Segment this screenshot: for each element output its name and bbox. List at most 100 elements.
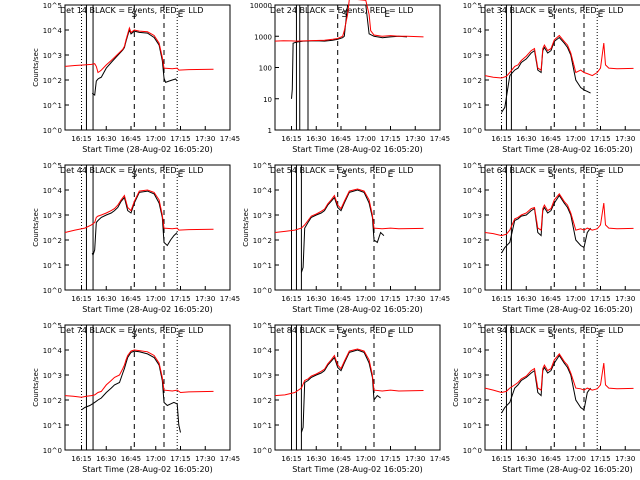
x-tick-label: 16:15 [71,135,91,143]
x-axis-label: Start Time (28-Aug-02 16:05:20) [502,305,633,314]
x-tick-label: 17:30 [615,135,635,143]
series-line-lld [274,188,424,233]
y-tick-label: 10^0 [253,447,272,455]
x-tick-label: 16:45 [331,295,351,303]
x-tick-label: 16:15 [281,295,301,303]
series-line-events [291,4,408,99]
series-line-lld [64,189,214,233]
marker-label: S [341,330,347,340]
y-tick-label: 10^0 [463,287,482,295]
y-tick-label: 10^0 [463,447,482,455]
chart-panel: Det 34 BLACK = Events, RED = LLD Start Ti… [463,2,640,154]
x-axis-label: Start Time (28-Aug-02 16:05:20) [502,145,633,154]
y-tick-label: 10^3 [463,52,482,60]
x-tick-label: 16:30 [96,295,116,303]
x-tick-label: 16:15 [281,135,301,143]
series-line-lld [484,34,634,79]
x-tick-label: 17:30 [405,295,425,303]
y-tick-label: 10^2 [253,397,272,405]
marker-label: E [598,10,604,20]
x-tick-label: 17:30 [615,295,635,303]
y-tick-label: 10^5 [463,2,482,10]
x-tick-label: 16:45 [541,135,561,143]
x-tick-label: 16:30 [516,455,536,463]
x-tick-label: 17:45 [220,295,240,303]
y-tick-label: 10^1 [43,102,62,110]
x-tick-label: 16:45 [121,455,141,463]
marker-label: S [548,10,554,20]
y-tick-label: 10^3 [253,372,272,380]
y-tick-label: 10^1 [463,422,482,430]
chart-title: Det 94 BLACK = Events, RED = LLD [480,326,623,335]
y-tick-label: 10 [263,96,272,104]
series-line-lld [274,0,424,42]
y-tick-label: 10^5 [463,162,482,170]
y-axis-label: Counts/sec [32,48,40,87]
y-tick-label: 100 [259,65,272,73]
marker-label: S [341,10,347,20]
x-tick-label: 17:30 [405,135,425,143]
chart-title: Det 84 BLACK = Events, RED = LLD [270,326,413,335]
x-tick-label: 16:15 [491,455,511,463]
series-line-lld [64,26,214,74]
chart-panel: Det 64 BLACK = Events, RED = LLD Start Ti… [463,162,640,314]
x-axis-label: Start Time (28-Aug-02 16:05:20) [502,465,633,474]
marker-label: E [384,10,390,20]
x-tick-label: 17:30 [615,455,635,463]
x-tick-label: 16:15 [491,295,511,303]
y-tick-label: 10^5 [43,322,62,330]
y-tick-label: 1 [268,127,272,135]
plot-frame [274,324,441,451]
x-tick-label: 17:15 [170,295,190,303]
marker-label: S [131,10,137,20]
y-tick-label: 10^2 [463,77,482,85]
marker-label: S [548,170,554,180]
plot-frame [484,324,640,451]
chart-title: Det 34 BLACK = Events, RED = LLD [480,6,623,15]
x-tick-label: 17:45 [430,135,450,143]
marker-label: S [131,170,137,180]
y-tick-label: 10^1 [253,262,272,270]
x-axis-label: Start Time (28-Aug-02 16:05:20) [82,305,213,314]
x-tick-label: 17:00 [146,135,166,143]
y-tick-label: 10^0 [43,127,62,135]
y-tick-label: 10^0 [43,287,62,295]
x-tick-label: 17:00 [356,455,376,463]
chart-panel: Det 74 BLACK = Events, RED = LLD Counts/s… [32,322,240,474]
y-tick-label: 10^5 [43,2,62,10]
chart-title: Det 74 BLACK = Events, RED = LLD [60,326,203,335]
y-tick-label: 10000 [250,2,272,10]
x-axis-label: Start Time (28-Aug-02 16:05:20) [82,465,213,474]
x-tick-label: 17:00 [356,295,376,303]
y-tick-label: 10^1 [253,422,272,430]
x-tick-label: 17:00 [566,455,586,463]
series-line-events [300,349,381,433]
y-tick-label: 10^2 [463,397,482,405]
x-tick-label: 17:30 [195,295,215,303]
x-tick-label: 17:45 [430,455,450,463]
x-tick-label: 16:30 [96,455,116,463]
series-line-events [91,190,178,257]
y-tick-label: 10^5 [253,322,272,330]
x-tick-label: 17:00 [146,455,166,463]
series-line-events [300,189,385,273]
y-tick-label: 10^5 [253,162,272,170]
x-axis-label: Start Time (28-Aug-02 16:05:20) [292,305,423,314]
y-tick-label: 10^3 [463,212,482,220]
x-tick-label: 16:45 [121,295,141,303]
x-tick-label: 16:30 [96,135,116,143]
x-tick-label: 17:15 [380,135,400,143]
y-axis-label: Counts/sec [32,368,40,407]
y-tick-label: 10^4 [463,347,483,355]
y-tick-label: 10^0 [463,127,482,135]
x-tick-label: 16:15 [491,135,511,143]
y-tick-label: 10^2 [43,237,62,245]
y-tick-label: 10^4 [253,187,273,195]
marker-label: E [598,170,604,180]
chart-title: Det 64 BLACK = Events, RED = LLD [480,166,623,175]
y-tick-label: 10^5 [463,322,482,330]
series-line-events [501,354,591,414]
y-tick-label: 10^1 [43,262,62,270]
marker-label: E [388,330,394,340]
plot-frame [64,4,231,131]
